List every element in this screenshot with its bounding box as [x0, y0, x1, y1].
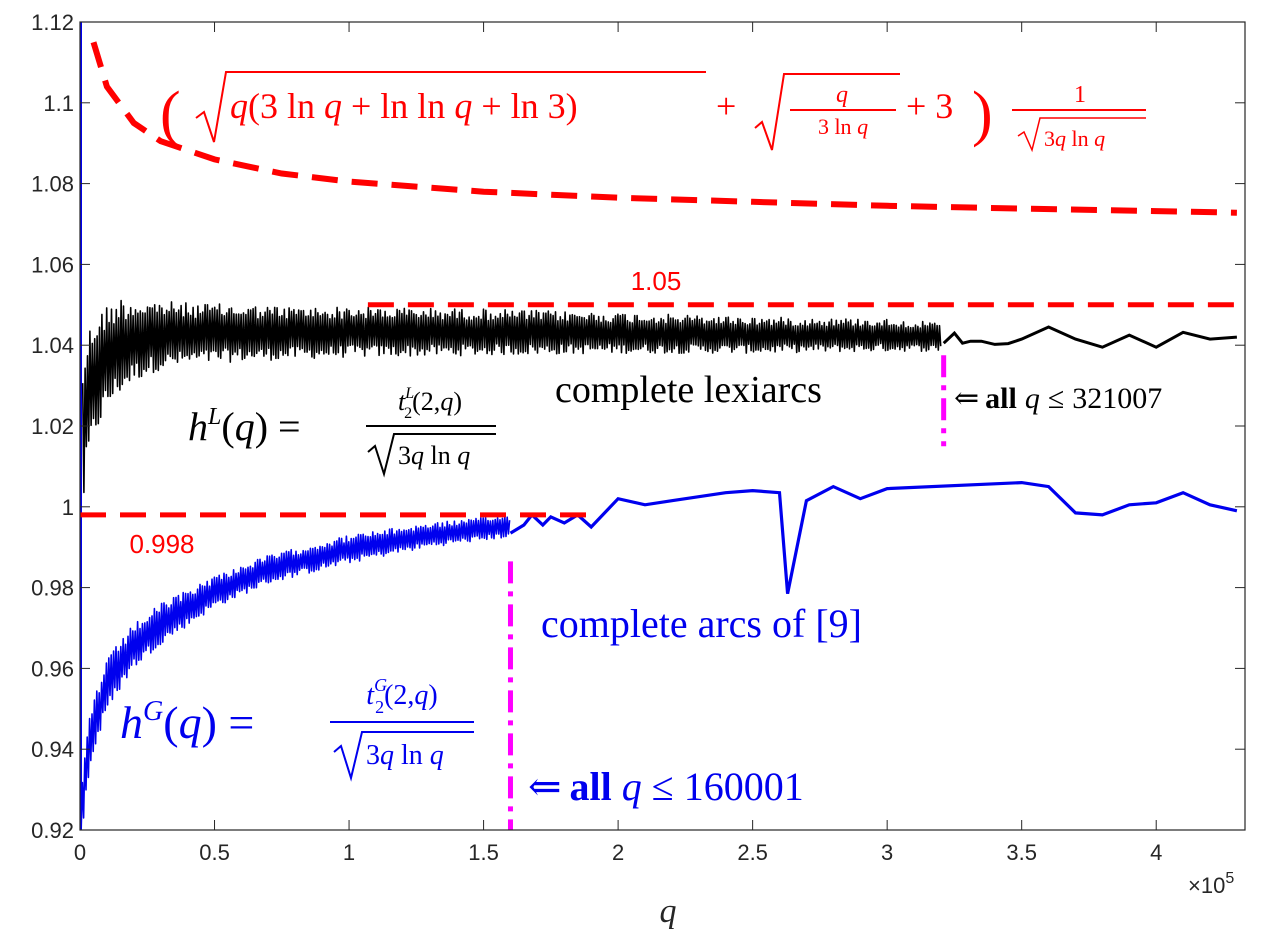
- x-axis-exponent: ×105: [1188, 870, 1234, 898]
- x-tick-label: 2: [612, 840, 624, 865]
- arcs-limit-label: ⇐ all q ≤160001: [528, 764, 804, 809]
- x-tick-label: 1.5: [468, 840, 499, 865]
- y-tick-label: 1.02: [31, 414, 74, 439]
- svg-text:3q ln q: 3q ln q: [398, 441, 470, 470]
- y-tick-label: 1.1: [43, 91, 74, 116]
- svg-text:q: q: [836, 82, 848, 108]
- svg-text:+ 3: + 3: [906, 86, 953, 126]
- svg-text:+: +: [716, 86, 736, 126]
- complete-arcs-label: complete arcs of [9]: [541, 601, 862, 646]
- y-tick-label: 1.08: [31, 172, 74, 197]
- series-hG-band: [80, 516, 511, 830]
- x-tick-label: 0.5: [199, 840, 230, 865]
- series-hL-tail: [942, 325, 1238, 349]
- y-tick-label: 1: [62, 495, 74, 520]
- svg-text:3q ln q: 3q ln q: [366, 740, 444, 771]
- x-tick-label: 3.5: [1006, 840, 1037, 865]
- y-tick-label: 0.96: [31, 656, 74, 681]
- tick-labels: 0 0.5 1 1.5 2 2.5 3 3.5 4 0.92 0.94 0.96 0.98 1 1.02 1.…: [31, 10, 1162, 865]
- hG-formula: hG(q) = tG 2(2,q) 3q ln q: [120, 675, 474, 782]
- x-tick-label: 4: [1150, 840, 1162, 865]
- axes: [79, 21, 1246, 831]
- ref-label-1.05: 1.05: [631, 266, 682, 296]
- series-upper-bound: [90, 41, 1237, 216]
- upper-bound-formula: ( q(3 ln q + ln ln q + ln 3) + q 3 ln q …: [160, 71, 1146, 153]
- x-tick-label: 3: [881, 840, 893, 865]
- x-tick-label: 1: [343, 840, 355, 865]
- y-tick-label: 1.04: [31, 333, 74, 358]
- x-tick-label: 0: [74, 840, 86, 865]
- svg-text:3q ln q: 3q ln q: [1044, 126, 1105, 151]
- y-tick-label: 1.12: [31, 10, 74, 35]
- y-tick-label: 0.92: [31, 818, 74, 843]
- svg-text:(: (: [160, 80, 181, 148]
- ref-label-0.998: 0.998: [129, 529, 194, 559]
- series-hL-band: [81, 299, 942, 494]
- y-tick-label: 0.98: [31, 576, 74, 601]
- y-tick-label: 0.94: [31, 737, 74, 762]
- hL-formula: hL(q) = tL 2(2,q) 3q ln q: [188, 385, 496, 478]
- svg-text:hL(q) =: hL(q) =: [188, 404, 301, 449]
- svg-text:hG(q) =: hG(q) =: [120, 696, 254, 748]
- complete-lexiarcs-label: complete lexiarcs: [555, 369, 822, 411]
- x-tick-label: 2.5: [737, 840, 768, 865]
- svg-text:3 ln q: 3 ln q: [818, 114, 868, 139]
- x-axis-label: q: [660, 893, 677, 930]
- svg-text:tL2(2,q): tL 2(2,q): [398, 385, 462, 422]
- svg-text:q(3 ln q + ln ln q + ln 3): q(3 ln q + ln ln q + ln 3): [230, 86, 578, 126]
- lexi-limit-label: ⇐ all q ≤321007: [954, 382, 1162, 415]
- svg-text:): ): [972, 80, 993, 148]
- svg-text:tG2(2,q): tG 2(2,q): [366, 675, 437, 717]
- series-hG-tail: [509, 480, 1238, 595]
- y-tick-label: 1.06: [31, 252, 74, 277]
- plot-area: [80, 22, 1245, 830]
- svg-text:1: 1: [1074, 82, 1086, 108]
